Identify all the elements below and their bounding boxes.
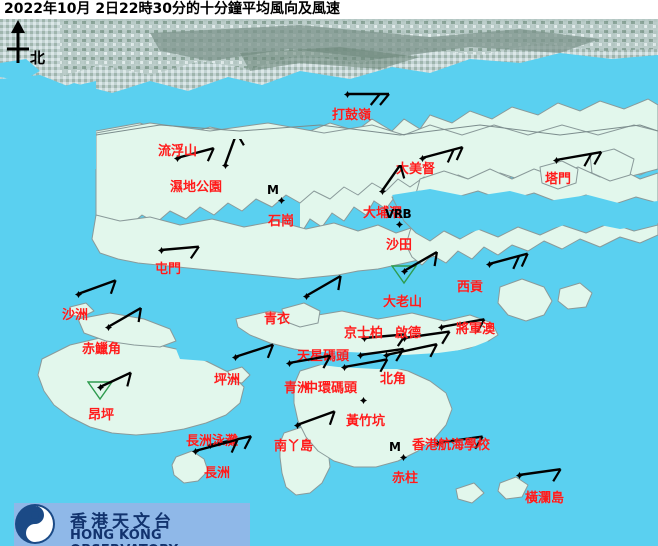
hko-swirl-logo-icon <box>15 504 55 544</box>
map-geometry <box>0 19 658 546</box>
logo-english-text: HONG KONG OBSERVATORY <box>70 528 178 546</box>
north-label: 北 <box>30 49 46 67</box>
title-bar: 2022年10月 2日22時30分的十分鐘平均風向及風速 <box>0 0 658 19</box>
page-title: 2022年10月 2日22時30分的十分鐘平均風向及風速 <box>4 1 341 17</box>
map-canvas[interactable]: 北 打鼓嶺 流浮山 濕地公園 M 石崗 大美督 塔門 大埔滘 VRB 沙田 屯門 西貢 沙洲 青衣 大老山赤… <box>0 19 658 546</box>
logo-chinese-text: 香港天文台 <box>70 512 175 532</box>
hko-logo: 香港天文台 HONG KONG OBSERVATORY <box>14 503 250 546</box>
north-arrow-icon <box>7 20 29 63</box>
